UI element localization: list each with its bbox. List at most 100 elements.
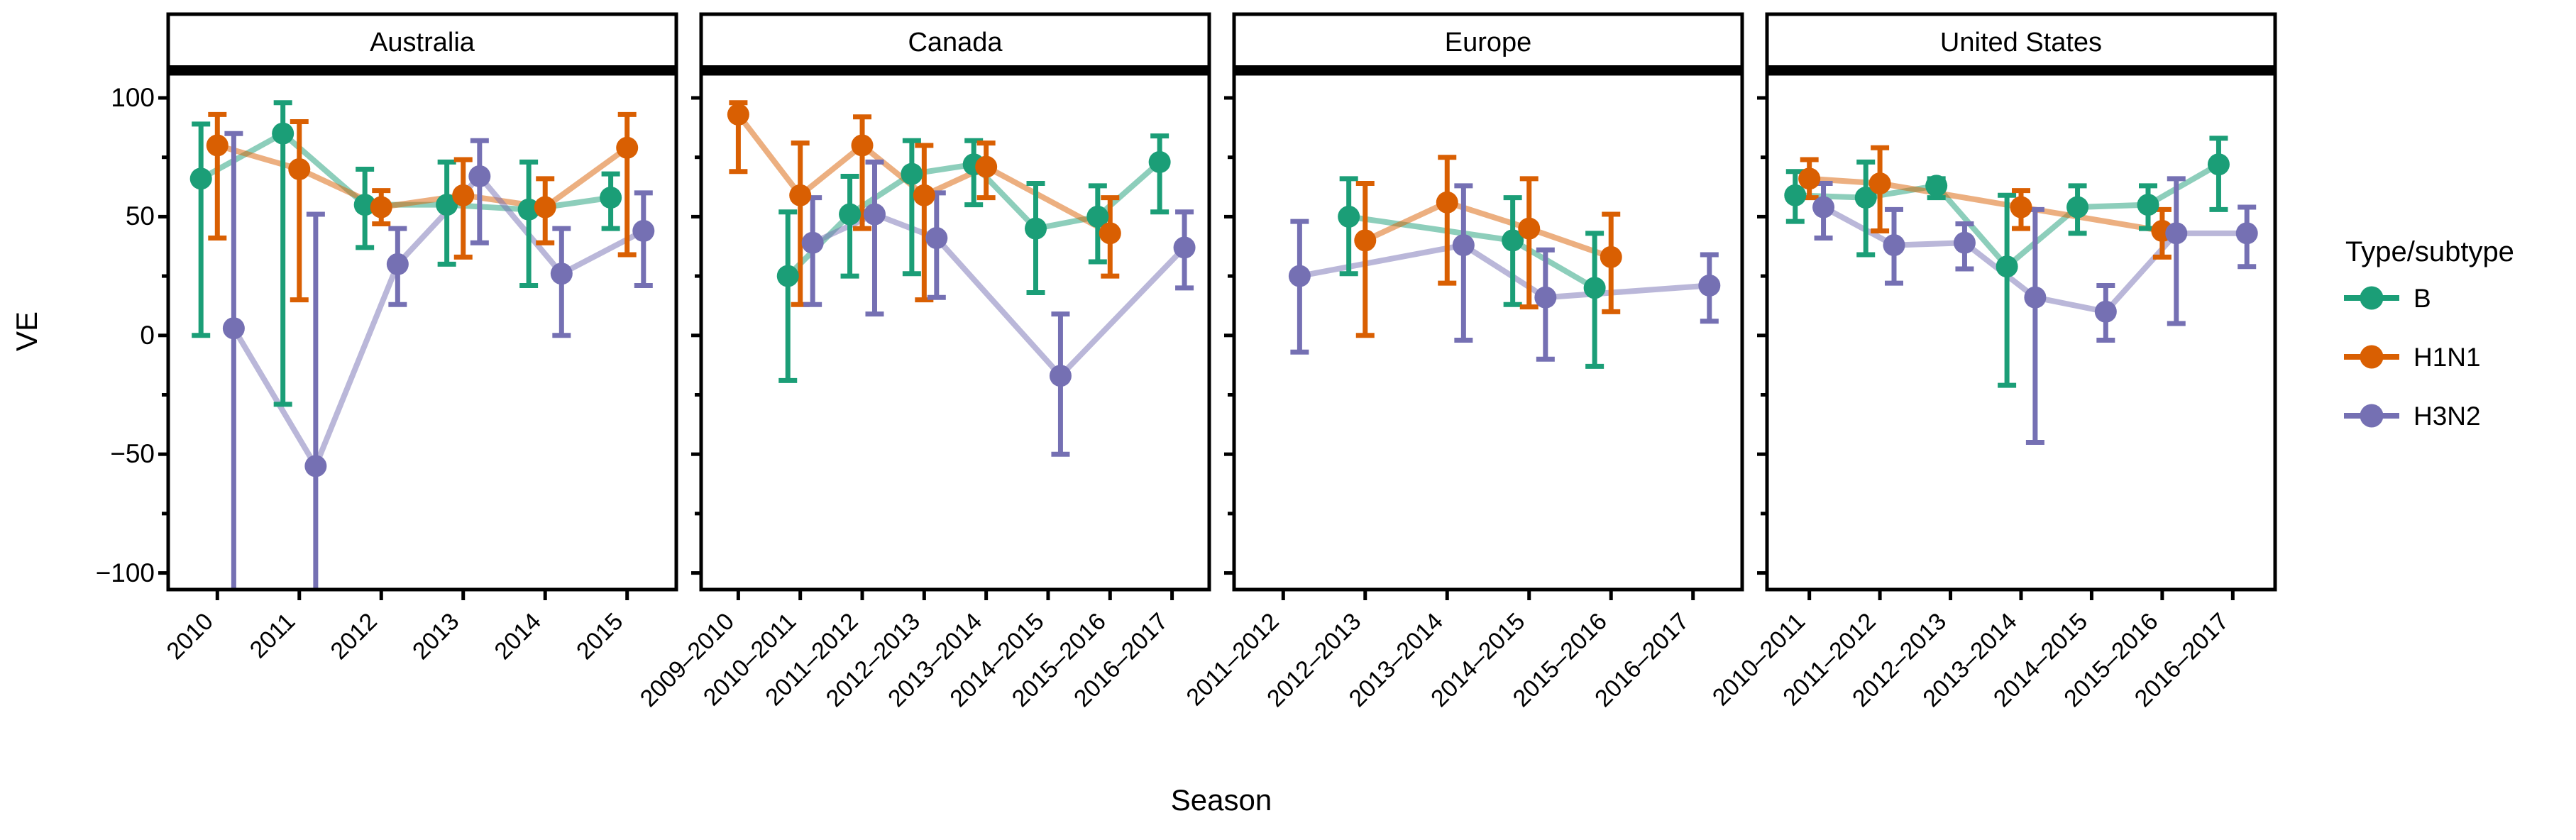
legend-label: H1N1 [2413,343,2481,372]
panel-border [166,72,678,592]
x-tick-label: 2011 [245,608,301,664]
data-point-H3N2 [550,262,573,285]
data-point-H1N1 [913,184,935,206]
series-line-H1N1 [1809,175,2163,234]
legend-entry-H3N2: H3N2 [2344,402,2481,431]
data-point-H1N1 [1798,167,1821,190]
data-point-H1N1 [851,134,874,157]
facet-strip [166,12,678,70]
x-tick-label: 2012 [326,608,382,665]
data-point-H1N1 [1868,172,1891,195]
data-point-H3N2 [1883,234,1905,257]
data-point-B [1025,217,1047,240]
data-point-B [1784,184,1807,206]
series-line-H1N1 [1364,199,1612,260]
data-point-H1N1 [534,196,556,219]
data-points [189,122,655,477]
facet-strip [1765,12,2277,70]
data-point-H3N2 [1812,196,1835,219]
data-point-B [1086,205,1109,228]
series-line-H3N2 [811,211,1187,380]
data-point-B [600,187,622,209]
data-point-H3N2 [863,203,886,226]
series-lines [199,130,645,472]
data-point-H1N1 [288,158,311,180]
data-points [1288,191,1721,309]
y-tick-label: −50 [110,439,155,468]
panel-europe: 2011–20122012–20132013–20142014–20152015… [1182,12,1744,712]
data-points [727,103,1196,387]
panel-united-states: 2010–20112011–20122012–20132013–20142014… [1707,12,2277,712]
series-line-H1N1 [736,113,1112,236]
data-point-H3N2 [386,253,409,275]
panel-border [1765,72,2277,592]
data-point-H1N1 [206,134,229,157]
data-point-H1N1 [2010,196,2032,219]
data-point-H1N1 [1436,191,1458,214]
data-point-H1N1 [975,155,998,178]
data-point-B [436,194,458,216]
y-tick-label: 100 [111,83,155,112]
x-tick-label: 2014 [490,608,546,665]
data-point-H3N2 [2094,300,2117,323]
data-point-B [1502,229,1524,252]
legend-entry-H1N1: H1N1 [2344,343,2481,372]
data-point-H3N2 [801,231,824,254]
data-group [189,100,655,588]
legend-key-point-icon [2360,345,2384,369]
data-point-H3N2 [1173,236,1196,259]
data-point-H1N1 [1600,245,1622,268]
panel-border [1232,72,1744,592]
data-point-H3N2 [925,227,948,250]
data-point-H1N1 [1099,222,1121,245]
data-point-B [839,203,862,226]
data-points [1784,153,2258,323]
legend-key-point-icon [2360,286,2384,310]
data-point-B [1925,175,1948,197]
data-point-H3N2 [1534,286,1557,309]
data-point-H1N1 [1518,217,1541,240]
y-tick-label: 50 [126,201,155,231]
x-tick-label: 2010 [162,608,219,665]
data-point-H3N2 [304,455,327,477]
panel-canada: 2009–20102010–20112011–20122012–20132013… [635,12,1211,712]
y-axis-title: VE [10,311,43,351]
y-tick-label: −100 [96,558,155,587]
legend-label: B [2413,284,2431,313]
data-point-B [776,265,799,287]
data-point-B [189,167,212,190]
data-point-B [272,122,295,145]
panel-title: Europe [1445,28,1532,57]
data-point-H3N2 [468,165,491,187]
legend: Type/subtype B H1N1 H3N2 [2344,236,2514,431]
data-point-H1N1 [1354,229,1377,252]
legend-label: H3N2 [2413,402,2481,431]
data-point-H3N2 [1698,274,1721,297]
panel-title: Canada [908,28,1003,57]
data-point-H3N2 [1953,231,1976,254]
panel-australia: 2010 2011 2012 2013 2014 2015 [158,12,678,665]
data-point-B [353,194,376,216]
strip-divider [1232,65,1744,74]
legend-key-point-icon [2360,404,2384,428]
data-group [1288,155,1721,369]
data-point-B [2137,194,2159,216]
legend-entry-B: B [2344,284,2431,313]
panel-title: United States [1940,28,2102,57]
data-point-H3N2 [1288,265,1311,287]
legend-title: Type/subtype [2345,236,2514,267]
data-point-B [2066,196,2089,219]
data-point-B [2207,153,2230,176]
panels-group: 2010 2011 2012 2013 2014 2015 2009–20102010–20… [158,12,2277,712]
strip-divider [166,65,678,74]
data-point-B [1148,150,1171,173]
data-group [727,100,1196,457]
x-tick-label: 2013 [407,608,464,665]
series-line-H3N2 [1299,242,1710,301]
data-point-H3N2 [2165,222,2188,245]
data-point-H1N1 [452,184,475,206]
y-tick-label: 0 [140,321,155,350]
data-point-H1N1 [789,184,812,206]
